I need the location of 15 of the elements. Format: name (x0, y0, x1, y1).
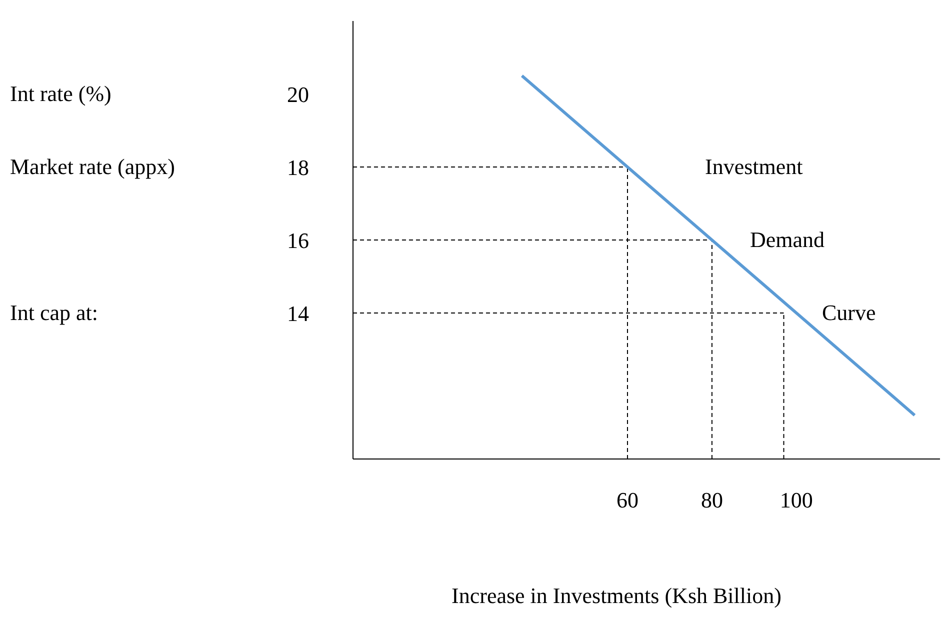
text: Int cap at: (10, 299, 98, 327)
line-series (520, 74, 916, 417)
annotation: Demand (750, 226, 825, 254)
y-tick-label: 16 (287, 228, 309, 253)
annotation: Curve (822, 299, 876, 327)
y-tick-label: 20 (287, 82, 309, 107)
y-tick-label: 14 (287, 300, 309, 326)
text: Market rate (appx) (10, 153, 175, 181)
x-tick-label: 80 (700, 488, 723, 513)
annotation: Investment (705, 153, 803, 181)
y-tick-label: 18 (287, 154, 309, 180)
x-tick-label: 60 (616, 488, 638, 513)
text: Int rate (%) (10, 80, 112, 108)
x-axis-title: Increase in Investments (Ksh Billion) (450, 583, 782, 609)
x-tick-label: 100 (780, 488, 813, 513)
